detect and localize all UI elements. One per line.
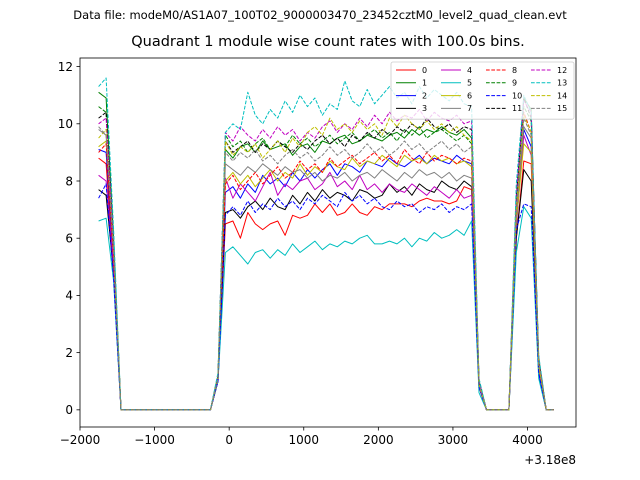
x-offset-label: +3.18e8 [524, 453, 576, 467]
plot-area [98, 77, 554, 411]
legend-box [390, 61, 575, 120]
legend-label-5: 5 [467, 79, 472, 88]
series-line-4 [98, 134, 554, 411]
legend-label-3: 3 [422, 104, 427, 113]
axes-frame [79, 57, 577, 428]
y-tick-label: 12 [58, 60, 73, 74]
y-tick-label: 8 [65, 174, 73, 188]
y-tick-label: 10 [58, 117, 73, 131]
legend-label-8: 8 [512, 66, 517, 75]
legend-label-14: 14 [557, 91, 567, 100]
axes: −2000 −1000 0 1000 2000 3000 4000024681012+3.1… [58, 57, 577, 467]
series-line-7 [98, 126, 554, 411]
y-tick-label: 2 [65, 346, 73, 360]
x-tick-label: 0 [225, 433, 233, 447]
chart-title: Quadrant 1 module wise count rates with … [131, 34, 525, 50]
x-tick-label: 3000 [438, 433, 469, 447]
series-line-0 [98, 157, 554, 411]
series-line-8 [98, 111, 554, 411]
series-line-9 [98, 106, 554, 411]
x-tick-label: 2000 [363, 433, 394, 447]
legend-label-1: 1 [422, 79, 427, 88]
legend-label-13: 13 [557, 79, 567, 88]
legend-label-11: 11 [512, 104, 522, 113]
legend-label-9: 9 [512, 79, 517, 88]
legend-label-15: 15 [557, 104, 567, 113]
legend-label-2: 2 [422, 91, 427, 100]
legend-label-4: 4 [467, 66, 472, 75]
series-line-14 [98, 114, 554, 411]
x-tick-label: −2000 [60, 433, 101, 447]
series-line-15 [98, 117, 554, 411]
y-tick-label: 4 [65, 289, 73, 303]
series-line-5 [98, 206, 554, 411]
series-line-6 [98, 140, 554, 411]
legend-label-12: 12 [557, 66, 567, 75]
series-line-10 [98, 183, 554, 411]
legend-label-7: 7 [467, 104, 472, 113]
y-tick-label: 0 [65, 403, 73, 417]
y-tick-label: 6 [65, 232, 73, 246]
series-line-11 [98, 97, 554, 411]
series-line-12 [98, 100, 554, 411]
series-line-2 [98, 129, 554, 411]
x-tick-label: 1000 [288, 433, 319, 447]
series-line-3 [98, 169, 554, 411]
x-tick-label: 4000 [512, 433, 543, 447]
figure-suptitle: Data file: modeM0/AS1A07_100T02_90000034… [73, 8, 567, 22]
x-tick-label: −1000 [134, 433, 175, 447]
legend-label-0: 0 [422, 66, 427, 75]
legend-label-10: 10 [512, 91, 522, 100]
legend-label-6: 6 [467, 91, 472, 100]
